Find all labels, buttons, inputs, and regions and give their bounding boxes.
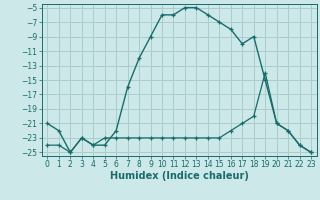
X-axis label: Humidex (Indice chaleur): Humidex (Indice chaleur) (110, 171, 249, 181)
